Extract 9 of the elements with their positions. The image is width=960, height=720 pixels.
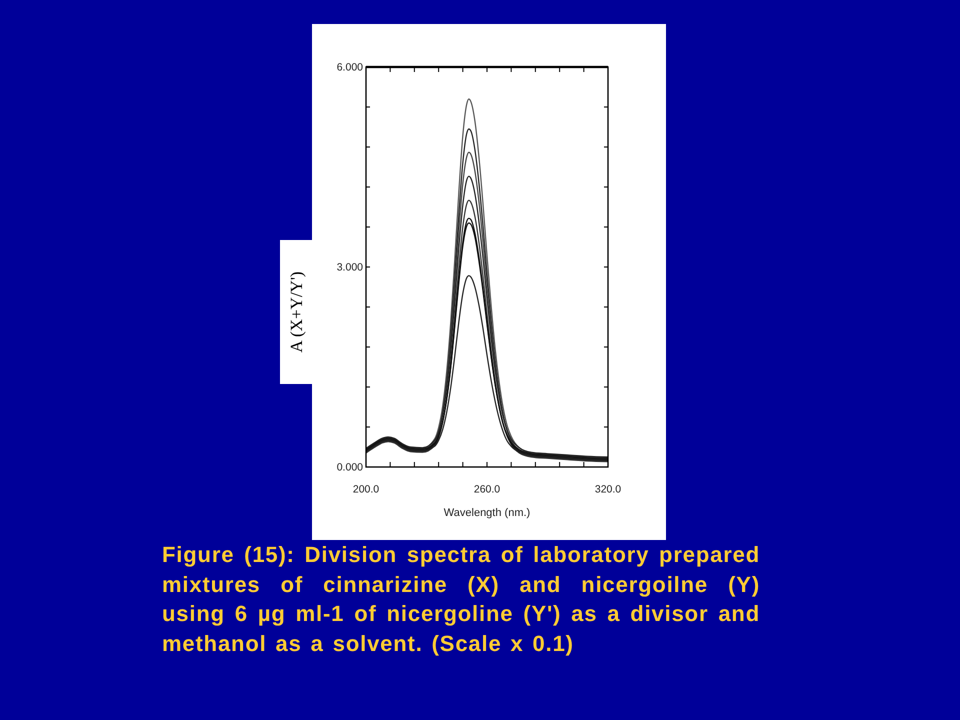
text: Figure (15): Division spectra of laboratory prepared mixtures of cinnarizine (X) and nicergoilne (Y) using 6 µg ml-1 of nicergoline (Y') as a divisor and methanol as a solvent. (Scale x 0.1) (162, 541, 760, 658)
y-tick-label: 6.000 (336, 61, 364, 74)
y-axis-title: A (X+Y/Y') (287, 271, 306, 353)
x-axis-title: Wavelength (nm.) (444, 507, 530, 519)
y-tick-label: 3.000 (336, 261, 364, 274)
y-tick-label: 0.000 (336, 461, 364, 474)
x-tick-label: 260.0 (474, 483, 500, 496)
x-tick-label: 320.0 (594, 483, 622, 496)
x-tick-label: 200.0 (352, 483, 380, 496)
